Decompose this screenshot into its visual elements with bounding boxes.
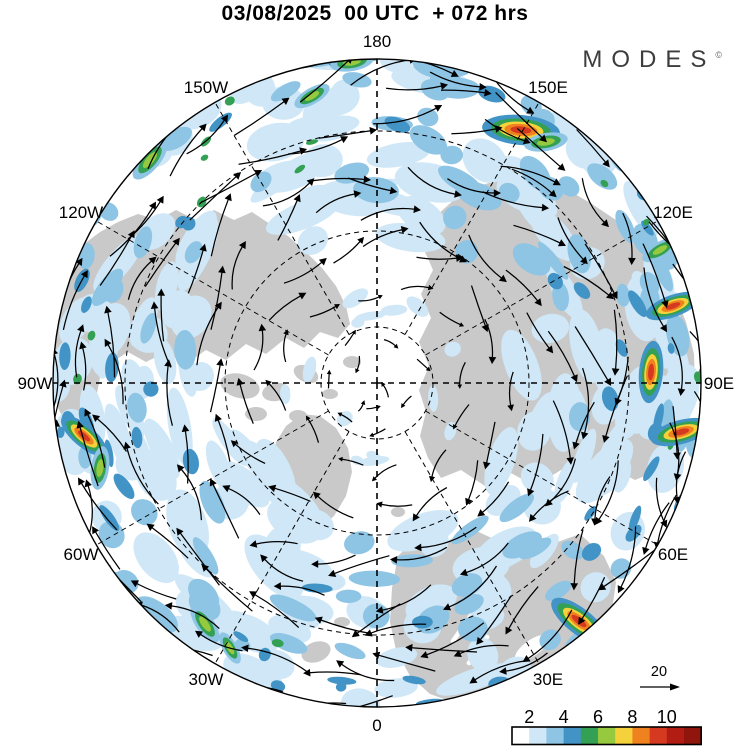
field-hotspot	[524, 132, 568, 152]
colorbar-segment	[649, 727, 668, 745]
colorbar-segment	[615, 727, 633, 745]
modes-logo-mark: ©	[715, 50, 722, 60]
arrow-reference-head	[670, 683, 680, 691]
colorbar-tick-label: 4	[559, 707, 569, 727]
field-hotspot	[190, 605, 220, 643]
colorbar-tick-label: 8	[627, 707, 637, 727]
longitude-label: 30E	[533, 670, 563, 689]
longitude-label: 150E	[528, 78, 568, 97]
colorbar-tick-label: 2	[524, 707, 534, 727]
longitude-label: 90E	[704, 374, 734, 393]
modes-logo: MODES©	[582, 46, 722, 74]
map-outline	[52, 58, 702, 708]
longitude-label: 90W	[18, 374, 53, 393]
field-layer	[53, 59, 701, 707]
longitude-label: 150W	[184, 78, 228, 97]
arrow-reference: 20	[640, 664, 680, 691]
colorbar-legend: 2 4 6 8 10	[511, 707, 702, 746]
longitude-label: 60W	[64, 545, 99, 564]
longitude-label: 60E	[658, 545, 688, 564]
arrow-reference-label: 20	[651, 664, 667, 680]
modes-logo-text: MODES	[582, 46, 716, 73]
field-hotspot	[650, 417, 701, 447]
colorbar-segment	[580, 727, 599, 745]
colorbar-tick-label: 6	[593, 707, 603, 727]
figure-title: 03/08/2025 00 UTC + 072 hrs	[221, 2, 529, 25]
colorbar-segment	[666, 727, 685, 745]
field-hotspot	[645, 291, 701, 321]
longitude-label: 180	[363, 32, 391, 51]
colorbar-segment	[529, 727, 547, 745]
longitude-label: 30W	[189, 670, 224, 689]
colorbar-segment	[598, 727, 616, 745]
longitude-label: 0	[372, 716, 381, 735]
colorbar-segment	[632, 727, 650, 745]
longitude-label: 120E	[653, 203, 693, 222]
field-hotspot	[294, 83, 330, 109]
longitude-label: 120W	[59, 203, 103, 222]
field-hotspot	[638, 340, 664, 404]
colorbar-segment	[512, 727, 530, 745]
colorbar-segment	[546, 727, 564, 745]
colorbar-segment	[684, 727, 702, 745]
field-hotspot	[60, 415, 108, 457]
graticule-layer	[53, 59, 701, 707]
colorbar-segment	[563, 727, 582, 745]
colorbar-tick-label: 10	[657, 707, 677, 727]
colorbar-frame	[511, 726, 702, 746]
